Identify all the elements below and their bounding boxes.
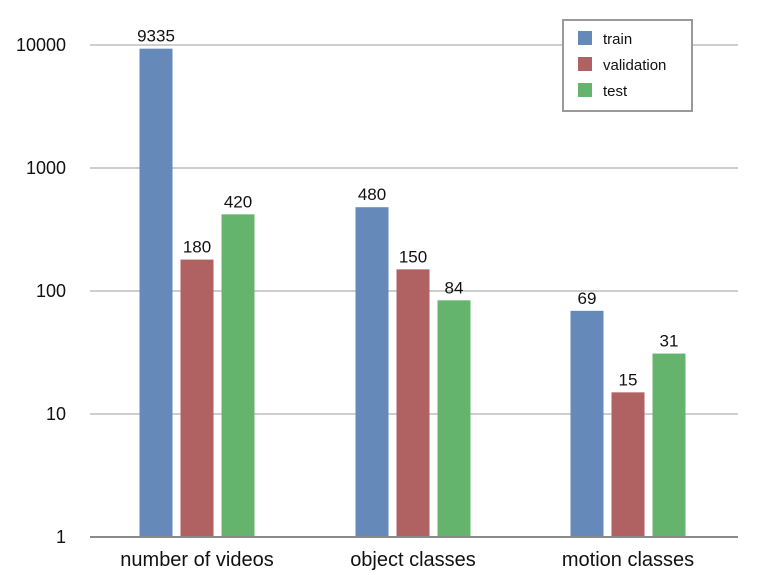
legend-label-validation: validation — [603, 57, 666, 74]
y-tick-label: 100 — [36, 281, 66, 301]
data-label: 84 — [445, 278, 464, 297]
bar-train-1 — [355, 207, 389, 537]
data-label: 31 — [660, 332, 679, 351]
bar-test-1 — [437, 300, 471, 537]
y-tick-label: 10 — [46, 404, 66, 424]
bar-train-0 — [139, 48, 173, 538]
y-tick-label: 1 — [56, 527, 66, 547]
legend-label-test: test — [603, 83, 628, 100]
data-label: 480 — [358, 185, 386, 204]
x-category-label: object classes — [350, 549, 476, 571]
bar-validation-2 — [611, 392, 645, 537]
data-label: 420 — [224, 192, 252, 211]
legend-swatch-test — [578, 83, 592, 97]
bar-validation-1 — [396, 269, 430, 537]
bar-validation-0 — [180, 259, 214, 537]
x-axis-labels: number of videos object classes motion cla… — [120, 549, 694, 571]
legend: train validation test — [562, 19, 693, 112]
y-tick-label: 1000 — [26, 158, 66, 178]
x-category-label: motion classes — [562, 549, 694, 571]
y-axis-ticks: 1 10 100 1000 10000 — [16, 35, 66, 547]
legend-label-train: train — [603, 31, 632, 48]
data-label: 15 — [619, 370, 638, 389]
legend-swatch-train — [578, 31, 592, 45]
bars — [139, 48, 686, 538]
data-labels: 9335 180 420 480 150 84 69 15 31 — [137, 27, 678, 390]
bar-train-2 — [570, 310, 604, 537]
data-label: 9335 — [137, 27, 175, 46]
bar-test-0 — [221, 214, 255, 537]
bar-test-2 — [652, 353, 686, 537]
x-category-label: number of videos — [120, 549, 273, 571]
legend-swatch-validation — [578, 57, 592, 71]
data-label: 69 — [578, 289, 597, 308]
data-label: 150 — [399, 247, 427, 266]
y-tick-label: 10000 — [16, 35, 66, 55]
data-label: 180 — [183, 238, 211, 257]
